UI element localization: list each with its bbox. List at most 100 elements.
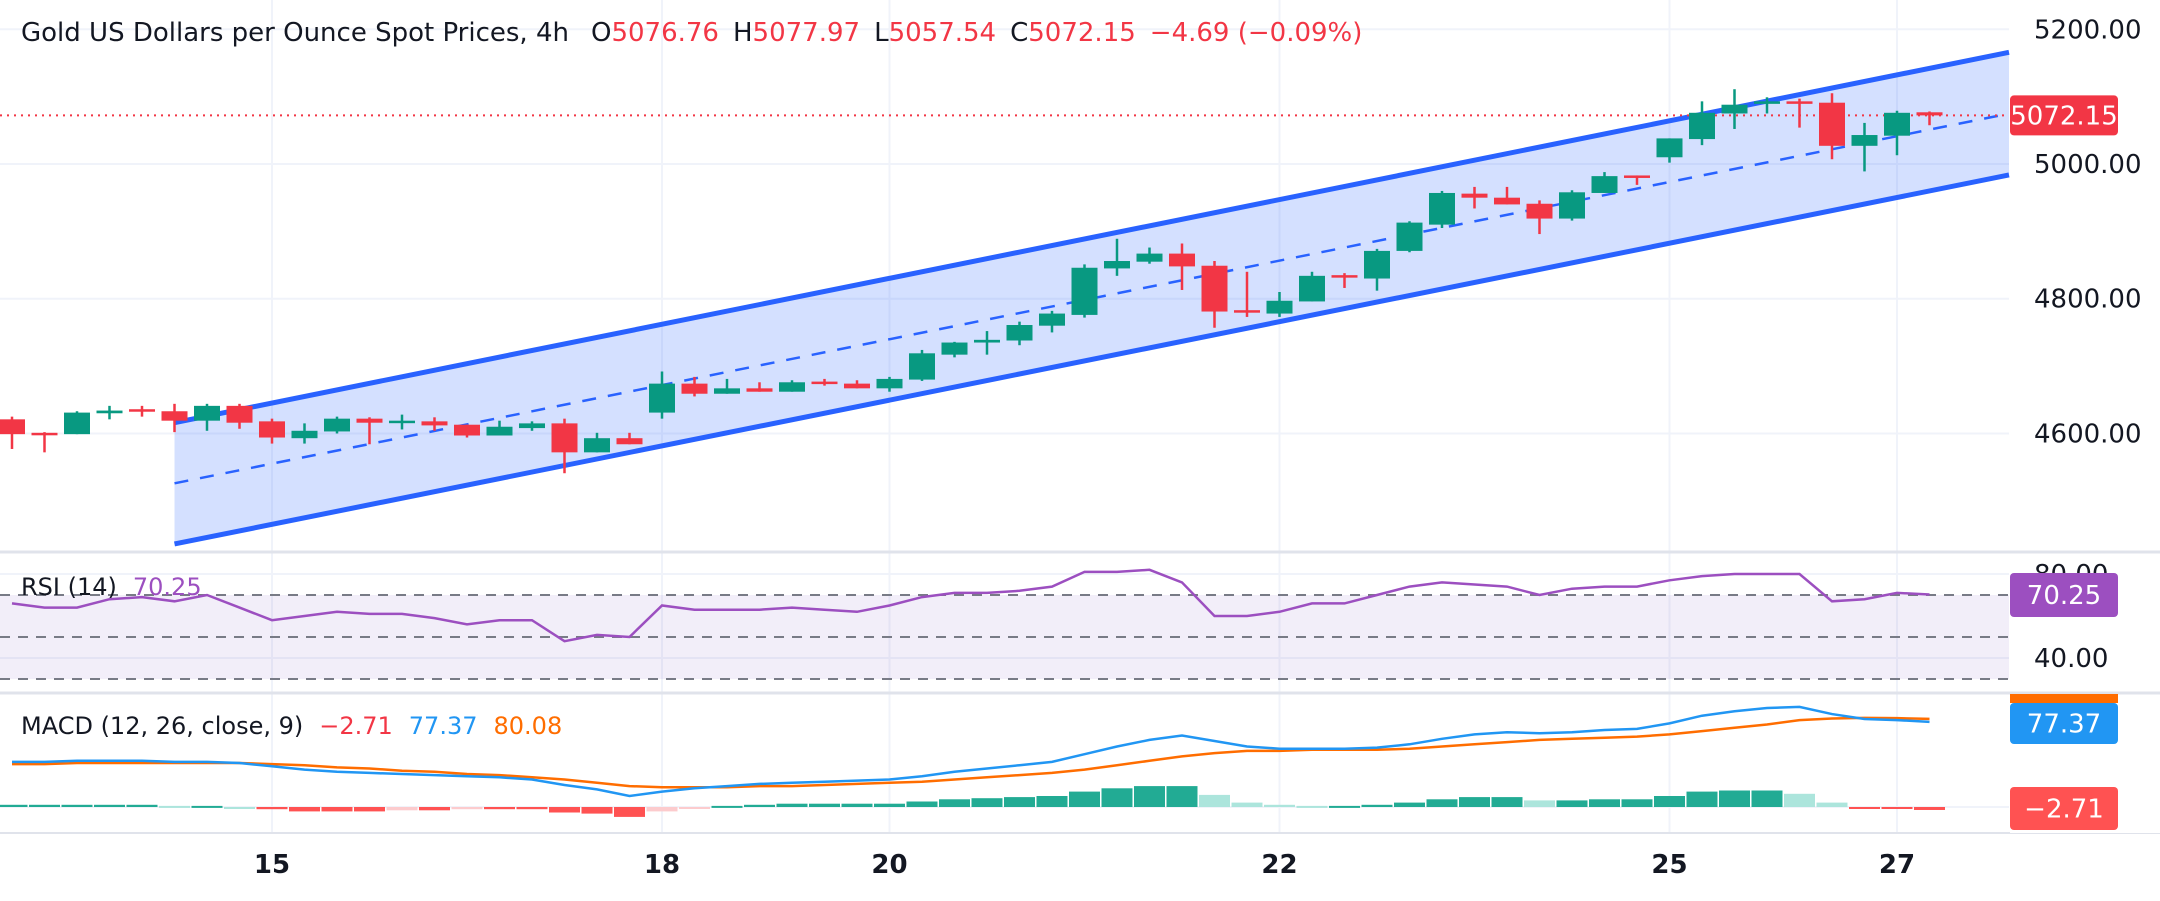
candle-body — [1136, 253, 1163, 262]
candle-body — [714, 388, 740, 394]
candle-body — [909, 353, 935, 380]
candle — [746, 382, 773, 392]
candle-body — [1234, 310, 1260, 313]
candle — [1526, 200, 1553, 235]
macd-histogram-bar — [776, 803, 808, 807]
last-price-badge-bg — [2010, 95, 2118, 136]
macd-value-badge: 77.37 — [2010, 703, 2118, 744]
candle-body — [1201, 265, 1228, 312]
candle — [779, 380, 805, 392]
candle — [1299, 271, 1325, 302]
macd-value-badge-text: 77.37 — [2027, 710, 2101, 740]
candle — [454, 424, 480, 438]
price-axis-label: 4800.00 — [2034, 285, 2142, 315]
macd-histogram-bar — [1654, 796, 1685, 807]
macd-histogram-bar — [451, 807, 483, 810]
candle-body — [421, 421, 448, 426]
high-label: H — [732, 18, 753, 48]
macd-histogram-bar — [1296, 805, 1328, 808]
macd-histogram-bar — [419, 807, 450, 811]
candle — [811, 378, 838, 386]
change-value: −4.69 (−0.09%) — [1149, 18, 1363, 48]
macd-histogram-bar — [711, 805, 743, 808]
candle-body — [941, 342, 968, 355]
candle — [1656, 138, 1683, 163]
candle — [64, 411, 90, 435]
candle — [1396, 221, 1423, 253]
macd-histogram-bar — [1134, 786, 1165, 807]
rsi-label: RSI (14) — [21, 573, 117, 601]
candle — [584, 432, 610, 453]
macd-histogram-bar — [1004, 797, 1035, 807]
candle — [519, 421, 545, 431]
candle — [1006, 321, 1033, 346]
candle — [1071, 264, 1098, 318]
macd-histogram-bar — [1881, 807, 1913, 809]
candle — [714, 378, 740, 394]
candle — [1754, 97, 1780, 114]
macd-histogram-bar — [614, 807, 645, 817]
rsi-axis-label: 40.00 — [2034, 644, 2108, 674]
candle — [1819, 93, 1845, 160]
macd-histogram-bar — [679, 807, 710, 809]
macd-histogram-bar — [1816, 802, 1848, 807]
time-axis-label: 22 — [1261, 850, 1297, 880]
candle — [1136, 247, 1163, 264]
macd-histogram-bar — [1394, 802, 1425, 807]
rsi-value-badge-bg — [2010, 573, 2118, 617]
candle-body — [1429, 192, 1455, 225]
candle — [1721, 89, 1748, 129]
candle-body — [1624, 175, 1650, 178]
macd-signal-value: 80.08 — [493, 712, 563, 740]
candle-body — [616, 438, 643, 445]
macd-histogram-bar — [1199, 794, 1230, 807]
rsi-band — [0, 595, 2009, 679]
macd-histogram-bar — [1459, 797, 1490, 807]
candle — [1624, 175, 1650, 185]
macd-histogram-bar — [1426, 799, 1458, 807]
candle — [1494, 186, 1520, 205]
macd-histogram-bar — [61, 804, 93, 807]
candle — [649, 371, 675, 419]
low-value: 5057.54 — [888, 18, 997, 48]
macd-histogram-bar — [1589, 799, 1620, 807]
candle — [681, 376, 708, 397]
macd-histogram-bar — [1264, 804, 1295, 807]
candle-body — [129, 409, 155, 412]
macd-label: MACD (12, 26, close, 9) — [21, 712, 304, 740]
symbol-legend: Gold US Dollars per Ounce Spot Prices, 4… — [21, 18, 1362, 48]
candle-body — [1689, 112, 1715, 140]
rsi-value-badge: 70.25 — [2010, 573, 2118, 617]
candle-body — [1851, 135, 1878, 146]
candle-body — [551, 423, 578, 453]
macd-histogram-bar — [646, 807, 678, 812]
macd-histogram-bar — [289, 807, 320, 812]
macd-histogram-bar — [191, 805, 223, 808]
candle — [1786, 98, 1813, 128]
time-axis-label: 27 — [1879, 850, 1915, 880]
candle — [941, 341, 968, 358]
candle — [226, 403, 253, 429]
macd-histogram-bar — [94, 804, 125, 807]
rsi-value: 70.25 — [132, 573, 202, 601]
candle — [1266, 292, 1293, 317]
macd-value-badge-bg — [2010, 703, 2118, 744]
candle-body — [811, 381, 838, 385]
candle-body — [649, 383, 675, 413]
macd-histogram-bar — [1329, 805, 1360, 808]
price-axis-label: 5200.00 — [2034, 15, 2142, 45]
candle-body — [1006, 325, 1033, 341]
macd-hist-badge: −2.71 — [2010, 787, 2118, 830]
macd-histogram-bar — [1491, 797, 1523, 807]
candle-body — [1591, 176, 1618, 193]
open-value: 5076.76 — [611, 18, 719, 48]
last-price-badge: 5072.15 — [2010, 95, 2118, 136]
candle-body — [259, 421, 285, 438]
candle — [1559, 190, 1585, 221]
macd-histogram-bar — [126, 804, 158, 807]
macd-histogram-bar — [874, 803, 905, 807]
candle-body — [1266, 300, 1293, 314]
candle-body — [64, 412, 90, 435]
time-axis-label: 20 — [871, 850, 907, 880]
